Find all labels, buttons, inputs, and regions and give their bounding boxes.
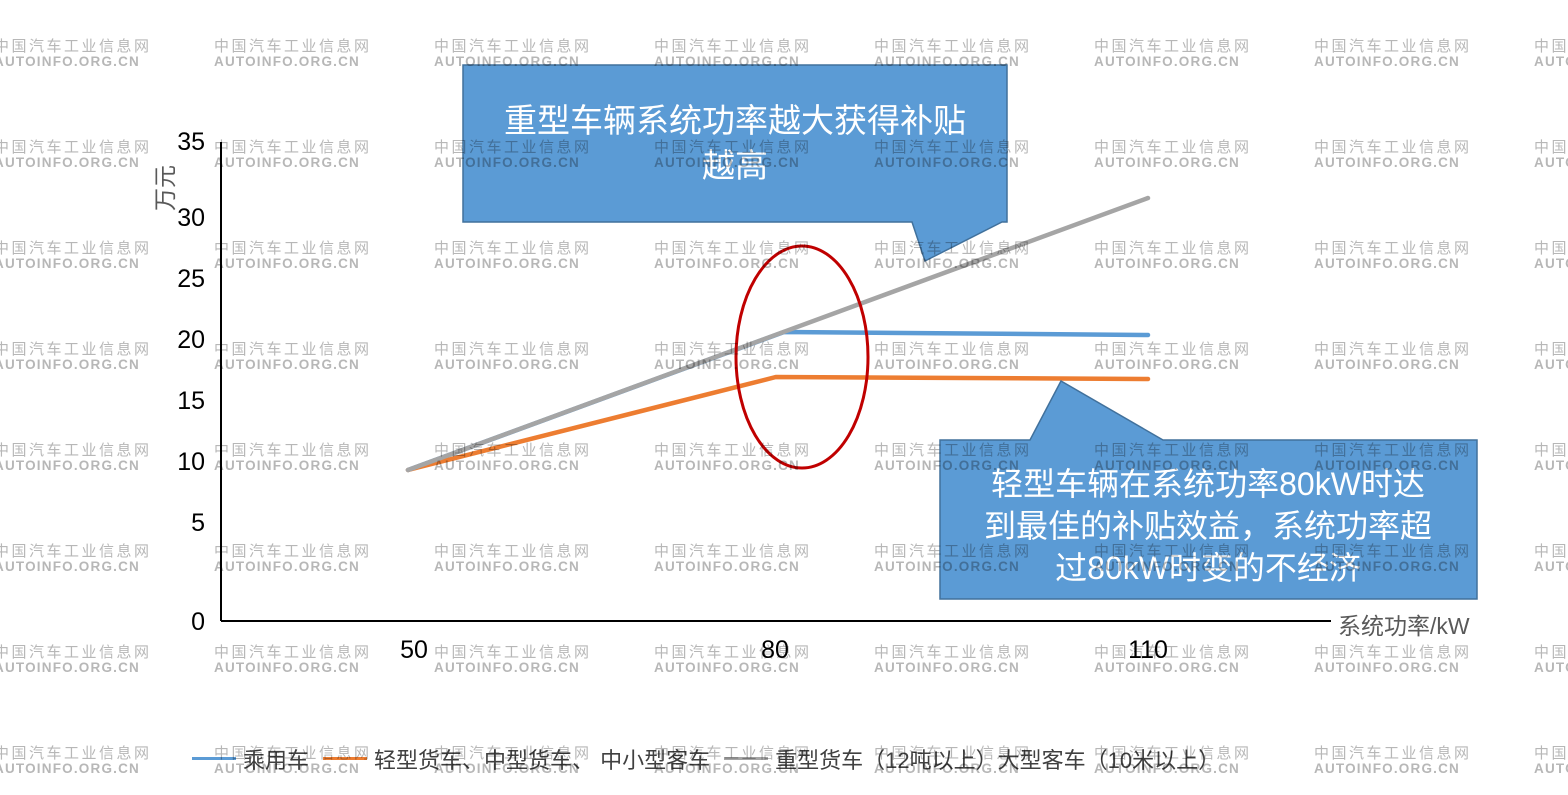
svg-text:50: 50 [400,636,428,664]
svg-text:15: 15 [177,387,205,415]
svg-text:轻型车辆在系统功率80kW时达: 轻型车辆在系统功率80kW时达 [991,466,1425,502]
svg-text:0: 0 [191,608,205,636]
svg-text:20: 20 [177,326,205,354]
svg-text:30: 30 [177,204,205,232]
svg-text:越高: 越高 [702,147,768,184]
svg-text:80: 80 [761,636,789,664]
svg-text:35: 35 [177,128,205,156]
svg-text:25: 25 [177,265,205,293]
svg-text:10: 10 [177,448,205,476]
svg-text:重型车辆系统功率越大获得补贴: 重型车辆系统功率越大获得补贴 [504,102,966,139]
svg-text:万元: 万元 [152,165,178,211]
svg-text:系统功率/kW: 系统功率/kW [1338,613,1470,639]
svg-text:110: 110 [1128,636,1168,664]
svg-text:到最佳的补贴效益，系统功率超: 到最佳的补贴效益，系统功率超 [984,508,1432,544]
svg-text:5: 5 [191,509,205,537]
svg-text:过80kW时变的不经济: 过80kW时变的不经济 [1055,550,1361,586]
